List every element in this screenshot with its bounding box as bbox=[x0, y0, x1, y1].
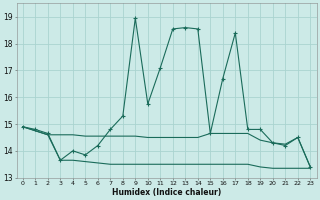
X-axis label: Humidex (Indice chaleur): Humidex (Indice chaleur) bbox=[112, 188, 221, 197]
